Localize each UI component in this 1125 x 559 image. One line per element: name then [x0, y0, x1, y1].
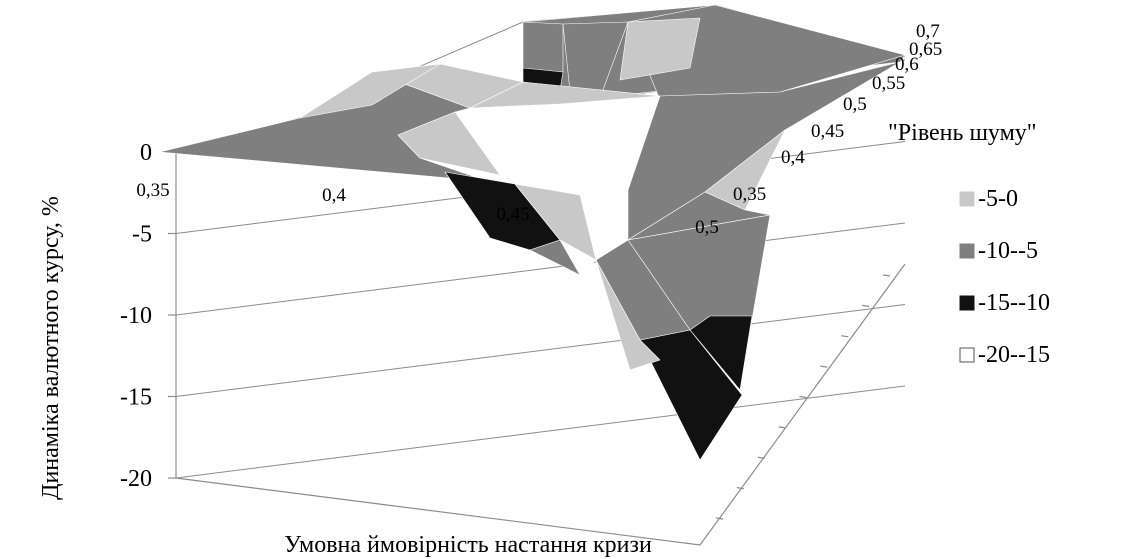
surface-facet-10 [397, 111, 501, 176]
z-tick-label-7: 0,7 [916, 21, 940, 42]
y-tick-label-4: -20 [120, 466, 152, 492]
surface-facet-24 [559, 239, 597, 276]
gridline-y-3 [175, 304, 906, 397]
surface-facet-8 [299, 63, 441, 119]
floor-tick-1 [736, 487, 744, 490]
legend-swatch-2 [959, 295, 975, 311]
floor-tick-0 [715, 517, 724, 520]
gridline-y-2 [175, 222, 906, 316]
depth-axis-ticks: 0,35 0,4 0,45 0,50,550,60,650,7 [733, 21, 942, 205]
legend-swatch-1 [959, 243, 975, 259]
x-axis-ticks: 0,35 0,4 0,45 0,5 [136, 180, 719, 238]
surface-facet-19 [595, 259, 661, 371]
z-tick-label-1: 0,4 [781, 147, 805, 168]
legend: -5-0 -10--5 -15--10 -20--15 [959, 186, 1050, 368]
legend-label-3: -20--15 [978, 342, 1050, 368]
gridline-y-4 [175, 385, 906, 479]
floor-tick-5 [820, 365, 828, 368]
y-axis-title: Динаміка валютного курсу, % [38, 196, 64, 500]
x-tick-label-0: 0,35 [136, 180, 169, 201]
y-tick-label-2: -10 [120, 303, 152, 329]
legend-swatch-3 [959, 347, 975, 363]
depth-axis-title: "Рівень шуму" [888, 120, 1037, 146]
surface-facet-1 [522, 21, 564, 73]
x-tick-label-2: 0,45 [496, 204, 529, 225]
z-tick-label-6: 0,65 [909, 39, 942, 60]
floor-tick-7 [862, 304, 870, 307]
floor-tick-6 [841, 335, 849, 338]
floor-tick-marks [715, 274, 891, 520]
y-tick-label-3: -15 [120, 385, 152, 411]
floor-tick-2 [757, 456, 765, 459]
z-tick-label-2: 0,45 [811, 121, 844, 142]
z-tick-label-4: 0,55 [872, 73, 905, 94]
legend-label-1: -10--5 [978, 238, 1038, 264]
y-axis-ticks: 0 -5 -10 -15 -20 [120, 140, 176, 492]
floor-tick-4 [799, 395, 807, 399]
y-tick-label-0: 0 [140, 140, 152, 166]
x-tick-label-3: 0,5 [695, 217, 719, 238]
surface-facet-5 [619, 17, 701, 81]
y-tick-label-1: -5 [132, 222, 152, 248]
legend-label-2: -15--10 [978, 290, 1050, 316]
z-tick-label-0: 0,35 [733, 184, 766, 205]
z-tick-label-5: 0,6 [895, 54, 919, 75]
x-tick-label-1: 0,4 [322, 185, 346, 206]
legend-label-0: -5-0 [978, 186, 1018, 212]
surface-facet-21 [444, 171, 501, 255]
z-tick-label-3: 0,5 [843, 94, 867, 115]
surface-facet-16 [689, 315, 753, 391]
legend-swatch-0 [959, 191, 975, 207]
floor-edge [175, 263, 906, 546]
x-axis-title: Умовна ймовірність настання кризи [284, 532, 652, 558]
surface-plot [159, 4, 906, 461]
floor-tick-3 [778, 426, 786, 429]
floor-tick-8 [882, 274, 891, 277]
